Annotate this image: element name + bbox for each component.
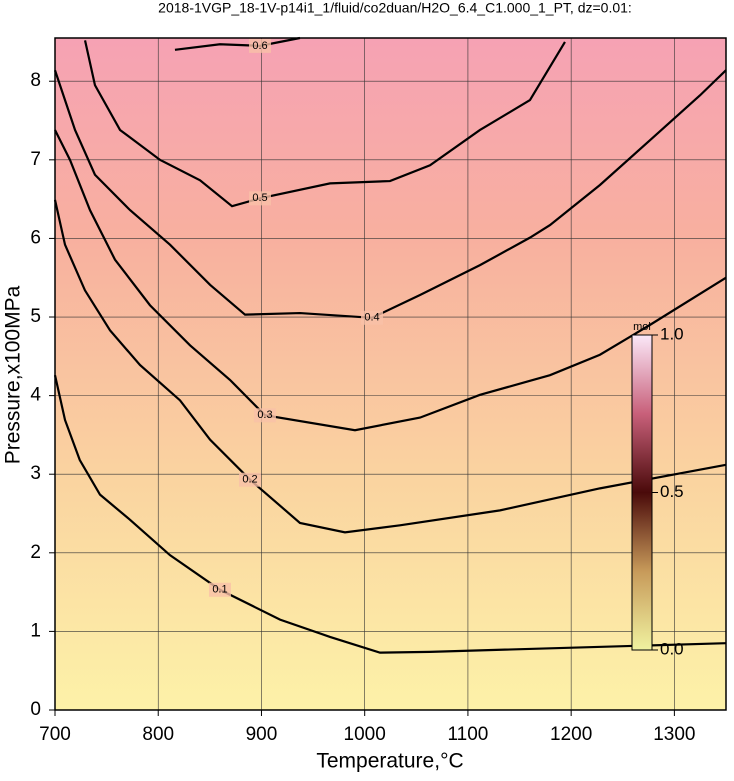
y-tick-label: 1 xyxy=(30,620,41,641)
y-tick-label: 3 xyxy=(30,463,41,484)
y-tick-label: 5 xyxy=(30,306,41,327)
contour-label-bg xyxy=(249,38,272,53)
contour-line xyxy=(53,374,727,654)
y-tick-label: 6 xyxy=(30,227,41,248)
y-tick-label: 4 xyxy=(30,385,41,406)
colorbar xyxy=(631,334,653,651)
contour-label-bg xyxy=(249,191,272,206)
colorbar-tick-label: 1.0 xyxy=(660,324,684,343)
plot-frame xyxy=(54,37,727,711)
contour-label-bg xyxy=(361,310,384,325)
contour-label: 0.6 xyxy=(252,40,267,52)
contour-line xyxy=(53,199,727,534)
contour-label: 0.5 xyxy=(252,192,267,204)
y-tick-label: 2 xyxy=(30,542,41,563)
y-axis-label: Pressure,x100MPa xyxy=(2,285,25,464)
contour-label: 0.3 xyxy=(257,409,272,421)
contour-label-bg xyxy=(253,408,276,423)
colorbar-tick-label: 0.5 xyxy=(660,482,684,501)
x-tick-label: 900 xyxy=(246,724,278,745)
contour-label: 0.2 xyxy=(242,474,257,486)
x-tick-label: 700 xyxy=(39,724,71,745)
colorbar-label: mol xyxy=(633,321,651,333)
x-axis-label: Temperature,°C xyxy=(316,750,463,773)
contour-label: 0.1 xyxy=(212,584,227,596)
x-tick-label: 800 xyxy=(142,724,174,745)
x-tick-label: 1000 xyxy=(344,724,386,745)
y-tick-label: 8 xyxy=(30,70,41,91)
contour-label-bg xyxy=(208,582,231,597)
y-tick-label: 0 xyxy=(30,699,41,720)
colorbar-tick-label: 0.0 xyxy=(660,639,684,658)
x-tick-label: 1300 xyxy=(653,724,695,745)
contour-line xyxy=(174,36,301,51)
contour-label-bg xyxy=(239,472,262,487)
x-tick-label: 1200 xyxy=(550,724,592,745)
y-tick-label: 7 xyxy=(30,149,41,170)
chart-title: 2018-1VGP_18-1V-p14i1_1/fluid/co2duan/H2… xyxy=(158,0,632,16)
x-tick-label: 1100 xyxy=(447,724,488,745)
contour-label: 0.4 xyxy=(364,312,379,324)
plot-background xyxy=(55,38,726,710)
